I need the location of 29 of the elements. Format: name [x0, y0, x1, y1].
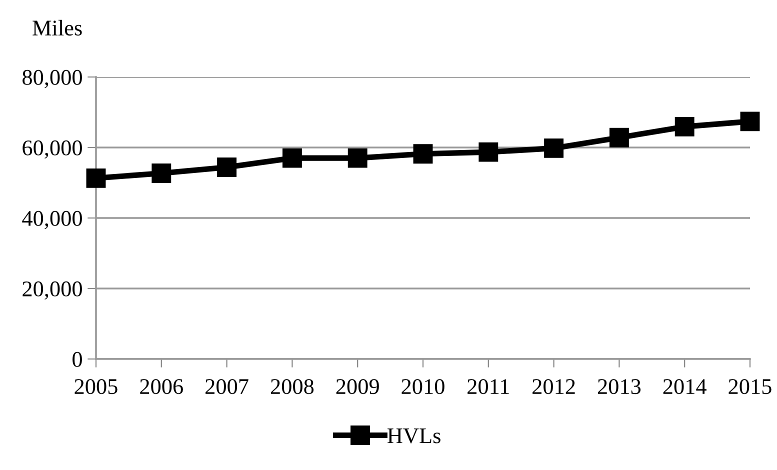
y-tick-label: 40,000 [22, 210, 82, 230]
point [544, 138, 564, 158]
x-tick-label: 2005 [74, 379, 118, 394]
y-tick-label: 0 [72, 352, 82, 367]
point [740, 112, 760, 132]
point [609, 128, 629, 148]
point [413, 144, 433, 164]
y-tick-label: 20,000 [22, 281, 82, 300]
y-axis-title: Miles [32, 20, 82, 36]
x-tick-label: 2014 [663, 379, 706, 394]
point [348, 148, 368, 168]
y-tick-label: 80,000 [22, 70, 82, 88]
point [86, 168, 106, 188]
y-tick-label: 60,000 [22, 140, 82, 159]
point [282, 148, 302, 168]
x-tick-label: 2013 [598, 379, 641, 394]
point [478, 142, 498, 162]
x-tick-label: 2009 [336, 379, 379, 394]
x-tick-label: 2011 [468, 379, 509, 394]
x-tick-label: 2007 [206, 379, 248, 394]
point [217, 158, 237, 177]
x-tick-label: 2008 [270, 379, 314, 394]
x-tick-label: 2006 [140, 379, 183, 394]
x-tick-label: 2012 [532, 379, 575, 394]
x-tick-label: 2010 [402, 379, 444, 394]
point [674, 116, 694, 136]
point [152, 164, 172, 183]
x-tick-label: 2015 [728, 379, 772, 394]
legend-label: HVLs [388, 428, 440, 444]
